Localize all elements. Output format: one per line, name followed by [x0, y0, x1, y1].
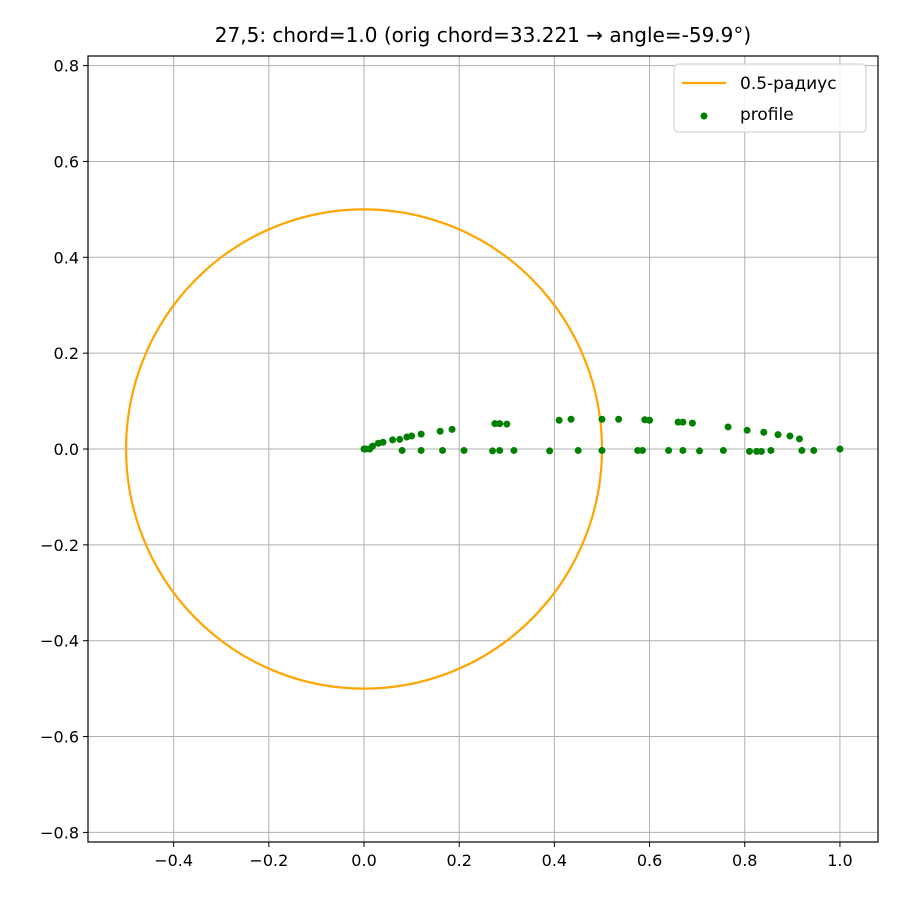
profile-point [417, 430, 425, 438]
profile-point [688, 419, 696, 427]
profile-point [696, 447, 704, 455]
y-tick-label: 0.6 [54, 152, 79, 171]
x-tick-label: 0.2 [446, 851, 471, 870]
profile-point [555, 416, 563, 424]
profile-point [767, 446, 775, 454]
profile-point [786, 432, 794, 440]
x-tick-label: 0.8 [732, 851, 757, 870]
legend-point-swatch [700, 112, 708, 120]
legend-box [673, 63, 867, 133]
profile-point [503, 420, 511, 428]
legend: 0.5-радиус profile [673, 63, 867, 133]
profile-point [598, 446, 606, 454]
profile-point [369, 442, 377, 450]
profile-point [460, 446, 468, 454]
profile-point [774, 431, 782, 439]
profile-point [743, 426, 751, 434]
profile-point [389, 436, 397, 444]
x-tick-label: 0.0 [351, 851, 376, 870]
profile-point [439, 446, 447, 454]
profile-point [436, 427, 444, 435]
x-tick-label: 0.4 [542, 851, 567, 870]
y-tick-label: −0.2 [40, 536, 79, 555]
x-tick-label: 0.6 [637, 851, 662, 870]
profile-point [665, 446, 673, 454]
y-tick-label: 0.0 [54, 440, 79, 459]
profile-point [510, 446, 518, 454]
profile-point [417, 446, 425, 454]
profile-point [836, 445, 844, 453]
x-tick-label: 1.0 [827, 851, 852, 870]
legend-entry-circle: 0.5-радиус [740, 74, 837, 94]
y-tick-label: −0.4 [40, 632, 79, 651]
profile-point [448, 425, 456, 433]
profile-point [615, 415, 623, 423]
y-tick-label: −0.8 [40, 823, 79, 842]
profile-point [798, 446, 806, 454]
profile-point [679, 446, 687, 454]
chart-title: 27,5: chord=1.0 (orig chord=33.221 → ang… [215, 23, 751, 47]
plot-area [124, 208, 844, 690]
profile-point [724, 423, 732, 431]
profile-point [746, 447, 754, 455]
profile-point [638, 446, 646, 454]
y-tick-label: −0.6 [40, 728, 79, 747]
profile-point [719, 446, 727, 454]
profile-point [810, 446, 818, 454]
profile-point [379, 438, 387, 446]
y-axis: 0.8 0.6 0.4 0.2 0.0 −0.2 −0.4 −0.6 −0.8 [40, 57, 88, 842]
profile-point [496, 446, 504, 454]
profile-point [574, 446, 582, 454]
profile-point [679, 418, 687, 426]
profile-point [757, 447, 765, 455]
y-tick-label: 0.4 [54, 248, 79, 267]
profile-point [398, 446, 406, 454]
profile-point [496, 420, 504, 428]
profile-point [760, 428, 768, 436]
legend-entry-profile: profile [740, 105, 794, 125]
x-tick-label: −0.4 [154, 851, 193, 870]
x-tick-label: −0.2 [249, 851, 288, 870]
profile-point [396, 435, 404, 443]
profile-point [646, 416, 654, 424]
profile-point [598, 415, 606, 423]
axes-frame [87, 55, 879, 843]
y-tick-label: 0.2 [54, 344, 79, 363]
profile-point [408, 432, 416, 440]
profile-point [795, 435, 803, 443]
y-tick-label: 0.8 [54, 57, 79, 76]
x-axis: −0.4 −0.2 0.0 0.2 0.4 0.6 0.8 1.0 [154, 842, 853, 870]
profile-point [567, 415, 575, 423]
profile-point [489, 447, 497, 455]
profile-point [546, 447, 554, 455]
